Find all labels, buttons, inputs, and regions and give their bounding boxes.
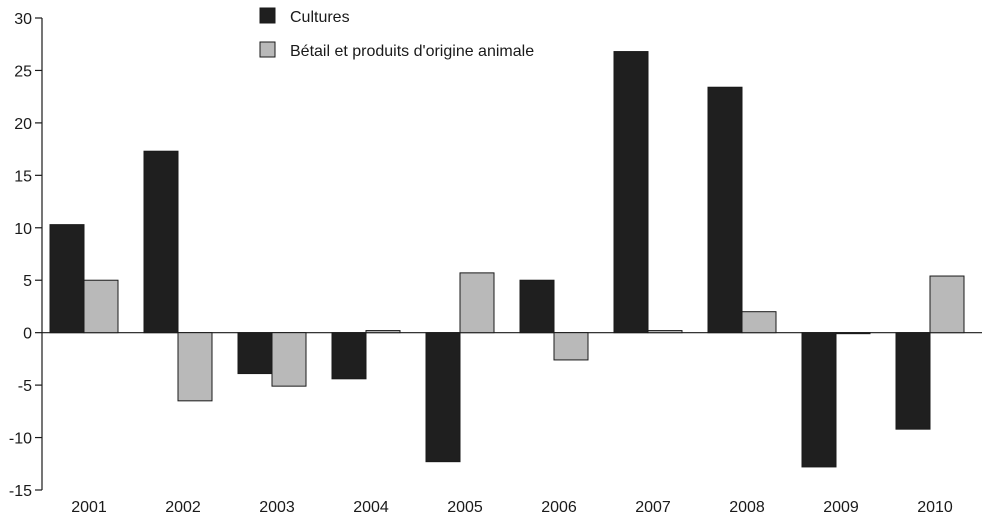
- axes: 30 25 20 15 10 5 0 -5 -10 -15 2001 2002 2003 2004 2005…: [9, 11, 982, 516]
- bars: [49, 51, 965, 468]
- bar-cultures-2004: [331, 332, 367, 380]
- bar-betail-2010: [929, 275, 965, 334]
- legend-label-betail: Bétail et produits d'origine animale: [290, 43, 534, 60]
- bar-betail-2002: [177, 332, 213, 402]
- bar-cultures-2003: [237, 332, 273, 375]
- bar-betail-2008: [741, 311, 777, 334]
- bar-cultures-2002: [143, 150, 179, 334]
- y-tick-label: 20: [14, 116, 32, 133]
- y-tick-label: -10: [9, 431, 32, 448]
- y-tick-label: 0: [23, 326, 32, 343]
- bar-cultures-2001: [49, 224, 85, 334]
- x-tick-label: 2002: [165, 499, 201, 516]
- bar-cultures-2007: [613, 51, 649, 334]
- bar-cultures-2005: [425, 332, 461, 463]
- bar-betail-2004: [365, 330, 401, 334]
- legend-swatch-cultures: [259, 7, 276, 24]
- bar-betail-2007: [647, 330, 683, 334]
- y-tick-label: -15: [9, 483, 32, 500]
- x-tick-label: 2009: [823, 499, 859, 516]
- x-tick-label: 2001: [71, 499, 107, 516]
- y-tick-label: 15: [14, 168, 32, 185]
- bar-cultures-2009: [801, 332, 837, 468]
- bar-betail-2003: [271, 332, 307, 387]
- y-tick-label: 30: [14, 11, 32, 28]
- x-tick-label: 2003: [259, 499, 295, 516]
- y-tick-label: 25: [14, 63, 32, 80]
- x-tick-label: 2005: [447, 499, 483, 516]
- x-tick-label: 2006: [541, 499, 577, 516]
- bar-betail-2005: [459, 272, 495, 334]
- bar-betail-2009: [835, 332, 871, 335]
- legend-swatch-betail: [259, 41, 276, 58]
- y-tick-label: 5: [23, 273, 32, 290]
- bar-cultures-2008: [707, 86, 743, 334]
- y-tick-label: 10: [14, 221, 32, 238]
- bar-cultures-2010: [895, 332, 931, 430]
- x-tick-label: 2004: [353, 499, 389, 516]
- bar-cultures-2006: [519, 279, 555, 334]
- x-tick-label: 2007: [635, 499, 671, 516]
- legend-label-cultures: Cultures: [290, 9, 350, 26]
- y-tick-label: -5: [18, 378, 32, 395]
- x-tick-label: 2008: [729, 499, 765, 516]
- bar-betail-2001: [83, 279, 119, 334]
- bar-betail-2006: [553, 332, 589, 361]
- legend: Cultures Bétail et produits d'origine ani…: [259, 7, 534, 60]
- x-tick-label: 2010: [917, 499, 953, 516]
